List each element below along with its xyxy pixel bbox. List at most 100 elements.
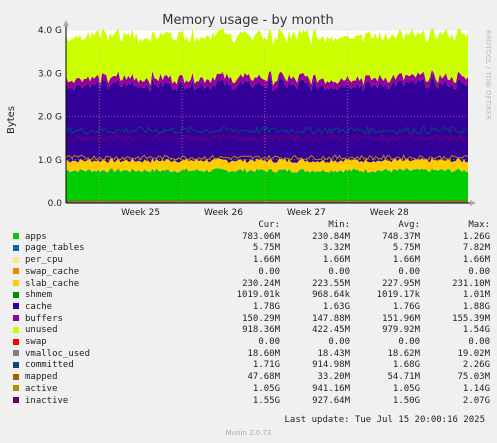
legend-row: inactive 1.55G 927.64M 1.50G 2.07G [10, 396, 490, 408]
legend-value-min: 0.00 [328, 266, 350, 277]
legend-header-row: Cur: Min: Avg: Max: [10, 220, 490, 232]
legend-value-cur: 47.68M [247, 372, 280, 383]
legend-row: slab_cache 230.24M 223.55M 227.95M 231.10M [10, 279, 490, 291]
legend-value-avg: 1019.17k [376, 290, 420, 301]
legend-value-min: 0.00 [328, 337, 350, 348]
legend-row: swap_cache 0.00 0.00 0.00 0.00 [10, 267, 490, 279]
rrdtool-credit: RRDTOOL / TOBI OETIKER [484, 30, 492, 120]
y-axis-arrow-icon [63, 20, 69, 26]
legend-series-name: swap [25, 337, 47, 348]
legend-value-max: 1.88G [462, 301, 490, 312]
legend-value-max: 0.00 [468, 337, 490, 348]
legend-value-avg: 1.50G [392, 395, 420, 406]
legend-row: shmem 1019.01k 968.64k 1019.17k 1.01M [10, 290, 490, 302]
legend-swatch [13, 326, 19, 333]
area-cache [66, 76, 468, 164]
legend-value-cur: 230.24M [242, 278, 280, 289]
legend-series-name: vmalloc_used [25, 348, 91, 359]
y-axis-ticks: 0.0 1.0 G 2.0 G 3.0 G 4.0 G [38, 26, 62, 209]
legend-value-avg: 979.92M [382, 325, 420, 336]
col-avg: Avg: [398, 220, 420, 230]
legend-value-cur: 0.00 [258, 266, 280, 277]
legend-value-max: 7.82M [462, 243, 490, 254]
legend-series-name: per_cpu [25, 255, 63, 266]
y-tick-label: 0.0 [48, 199, 63, 209]
legend-value-avg: 227.95M [382, 278, 420, 289]
memory-chart: Memory usage - by month Bytes RRDTOOL / … [6, 13, 492, 215]
y-tick-label: 2.0 G [38, 113, 62, 123]
legend-swatch [13, 338, 19, 345]
legend-series-name: shmem [25, 290, 53, 301]
legend-value-min: 33.20M [317, 372, 350, 383]
legend-value-cur: 783.06M [242, 231, 280, 242]
legend-value-cur: 5.75M [252, 243, 280, 254]
legend-swatch [13, 268, 19, 275]
line-committed [65, 124, 469, 136]
legend-value-max: 1.26G [462, 231, 490, 242]
x-tick-label: Week 26 [204, 208, 243, 215]
legend-value-max: 2.26G [462, 360, 490, 371]
legend-swatch [13, 303, 19, 310]
legend-row: buffers 150.29M 147.88M 151.96M 155.39M [10, 314, 490, 326]
area-slab-cache [66, 157, 468, 173]
legend-value-max: 155.39M [452, 313, 490, 324]
legend-value-max: 1.01M [462, 290, 490, 301]
legend-series-name: slab_cache [25, 278, 80, 289]
grid-lines [66, 29, 468, 203]
legend-value-min: 223.55M [312, 278, 350, 289]
munin-version: Munin 2.0.73 [225, 429, 272, 437]
legend-value-cur: 918.36M [242, 325, 280, 336]
legend-value-min: 941.16M [312, 383, 350, 394]
legend-value-min: 147.88M [312, 313, 350, 324]
legend-swatch [13, 373, 19, 380]
legend-series-name: inactive [25, 395, 69, 406]
legend-swatch [13, 291, 19, 298]
line-inactive [65, 133, 469, 143]
legend-swatch [13, 256, 19, 263]
line-active [65, 154, 469, 161]
col-min: Min: [328, 220, 350, 230]
legend-value-max: 0.00 [468, 266, 490, 277]
x-tick-label: Week 25 [121, 208, 160, 215]
area-page-tables [66, 168, 468, 173]
x-tick-label: Week 28 [370, 208, 409, 215]
legend-value-avg: 1.05G [392, 383, 420, 394]
legend-value-min: 422.45M [312, 325, 350, 336]
legend-swatch [13, 233, 19, 240]
legend-value-cur: 1.55G [252, 395, 280, 406]
area-buffers [66, 70, 468, 93]
legend-value-max: 2.07G [462, 395, 490, 406]
col-max: Max: [468, 220, 490, 230]
legend-series-name: mapped [25, 372, 58, 383]
legend-series-name: committed [25, 360, 74, 371]
legend-value-avg: 1.76G [392, 301, 420, 312]
legend-row: cache 1.78G 1.63G 1.76G 1.88G [10, 302, 490, 314]
y-tick-label: 4.0 G [38, 26, 62, 36]
legend-value-max: 1.54G [462, 325, 490, 336]
legend-value-avg: 748.37M [382, 231, 420, 242]
legend-row: swap 0.00 0.00 0.00 0.00 [10, 337, 490, 349]
legend-value-cur: 1.71G [252, 360, 280, 371]
legend-value-max: 1.14G [462, 383, 490, 394]
legend-row: per_cpu 1.66M 1.66M 1.66M 1.66M [10, 255, 490, 267]
legend-value-avg: 1.68G [392, 360, 420, 371]
legend-swatch [13, 315, 19, 322]
legend-value-cur: 1019.01k [236, 290, 280, 301]
y-tick-label: 1.0 G [38, 156, 62, 166]
legend-row: unused 918.36M 422.45M 979.92M 1.54G [10, 325, 490, 337]
area-unused [66, 27, 468, 86]
legend-value-avg: 151.96M [382, 313, 420, 324]
legend-value-cur: 18.60M [247, 348, 280, 359]
legend-value-avg: 0.00 [398, 337, 420, 348]
legend-value-max: 19.02M [457, 348, 490, 359]
legend-swatch [13, 280, 19, 287]
legend-row: page_tables 5.75M 3.32M 5.75M 7.82M [10, 243, 490, 255]
legend-series-name: page_tables [25, 243, 85, 254]
series-lines [65, 124, 469, 203]
legend-value-avg: 18.62M [387, 348, 420, 359]
legend-series-name: apps [25, 231, 47, 242]
legend-series-name: active [25, 383, 58, 394]
legend-series-name: cache [25, 301, 53, 312]
legend-row: committed 1.71G 914.98M 1.68G 2.26G [10, 360, 490, 372]
legend-value-min: 1.63G [322, 301, 350, 312]
